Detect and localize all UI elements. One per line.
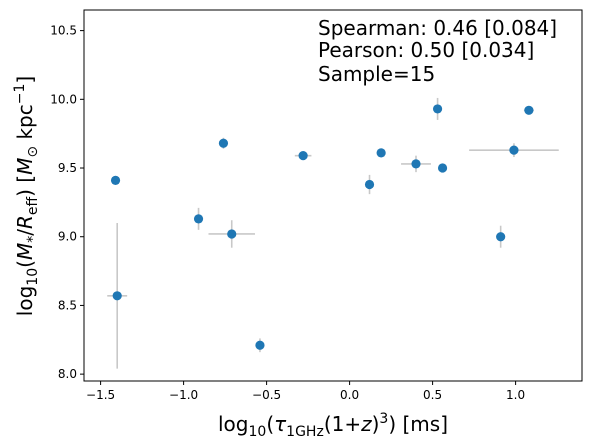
annotation-sample: Sample=15 — [318, 62, 435, 86]
data-point — [193, 214, 204, 224]
y-tick-label: 8.5 — [58, 298, 77, 312]
x-tick-label: 0.0 — [340, 388, 359, 402]
data-point — [112, 291, 122, 301]
data-point — [432, 104, 443, 114]
axis-ticks: −1.5 −1.0 −0.5 0.0 0.5 1.0 8.0 8.5 9.0 9.5 10.0 10.… — [50, 24, 525, 402]
x-tick-label: −0.5 — [252, 388, 281, 402]
data-point — [364, 179, 375, 190]
y-tick-label: 10.0 — [50, 92, 77, 106]
y-tick-label: 8.0 — [58, 367, 77, 381]
x-tick-label: −1.0 — [169, 388, 198, 402]
data-point — [110, 175, 121, 185]
data-point — [376, 148, 386, 158]
y-tick-label: 10.5 — [50, 24, 77, 38]
y-tick-label: 9.5 — [58, 161, 77, 175]
x-axis-label: log10(τ1GHz(1+z)3) [ms] — [218, 411, 448, 440]
data-point — [496, 232, 506, 242]
data-point — [255, 340, 265, 350]
axes-frame — [83, 9, 583, 382]
data-point — [218, 138, 229, 148]
data-point — [524, 105, 534, 115]
plot-area — [107, 97, 559, 369]
data-point — [298, 151, 308, 161]
x-tick-label: 0.5 — [423, 388, 442, 402]
annotation-pearson: Pearson: 0.50 [0.034] — [318, 38, 534, 62]
data-point — [227, 229, 237, 239]
data-point — [437, 163, 448, 173]
data-point — [509, 145, 519, 155]
y-axis-label: log10(M*/Reff) [M⊙ kpc−1] — [12, 76, 41, 316]
annotation-spearman: Spearman: 0.46 [0.084] — [318, 16, 557, 40]
x-tick-label: −1.5 — [86, 388, 115, 402]
data-point — [411, 159, 421, 169]
y-tick-label: 9.0 — [58, 230, 77, 244]
x-tick-label: 1.0 — [506, 388, 525, 402]
